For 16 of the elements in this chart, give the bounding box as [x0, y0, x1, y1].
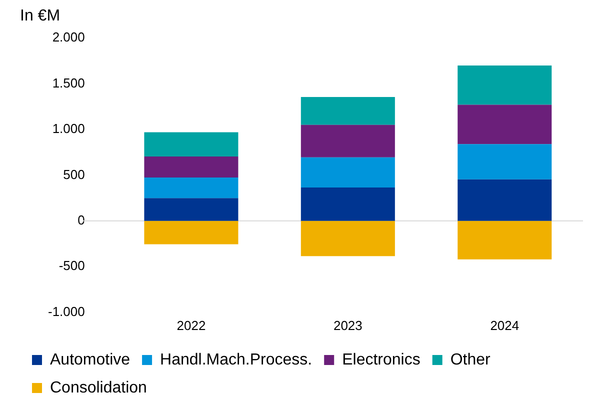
- y-tick-label: 500: [63, 166, 85, 182]
- legend-label: Automotive: [50, 351, 130, 368]
- y-tick-label: -1.000: [48, 304, 85, 319]
- y-tick-label: 1.000: [52, 121, 85, 136]
- y-tick-label: -500: [58, 258, 85, 274]
- y-tick-label: 1.500: [52, 75, 85, 90]
- legend-label: Electronics: [342, 351, 420, 368]
- legend-label: Handl.Mach.Process.: [160, 351, 312, 368]
- y-axis-title: In €M: [20, 7, 60, 24]
- x-tick-label: 2022: [176, 318, 206, 333]
- y-tick-label: 2.000: [52, 30, 85, 45]
- y-tick-label: 0: [78, 212, 85, 228]
- legend-label: Consolidation: [50, 379, 147, 396]
- legend-label: Other: [450, 351, 492, 368]
- x-tick-label: 2023: [333, 318, 362, 333]
- x-tick-label: 2024: [490, 318, 520, 333]
